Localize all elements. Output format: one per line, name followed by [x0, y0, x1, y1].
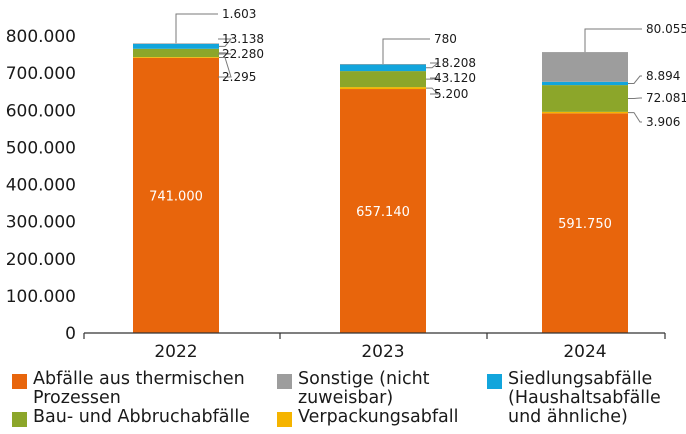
legend-label-other: Sonstige (nicht zuweisbar) [298, 369, 430, 408]
legend-swatch-thermal [12, 374, 27, 389]
bar-segment-2022-1 [133, 57, 219, 58]
y-tick-label: 400.000 [6, 176, 76, 196]
callout-label: 2.295 [222, 70, 256, 84]
bar-segment-2022-4 [133, 43, 219, 44]
legend-item-construction: Bau- und Abbruchabfälle [12, 408, 250, 427]
bar-value-label: 741.000 [149, 189, 203, 204]
bar-segment-2023-4 [340, 64, 426, 65]
bar-segment-2024-2 [542, 85, 628, 112]
legend-item-other: Sonstige (nicht zuweisbar) [277, 370, 430, 408]
y-tick-label: 100.000 [6, 287, 76, 307]
callout-leader [426, 77, 439, 80]
callout-label: 3.906 [646, 115, 680, 129]
legend-item-thermal: Abfälle aus thermischen Prozessen [12, 370, 245, 408]
legend-label-thermal: Abfälle aus thermischen Prozessen [33, 369, 245, 408]
y-tick-label: 200.000 [6, 250, 76, 270]
legend-swatch-municipal [487, 374, 502, 389]
bar-segment-2024-4 [542, 52, 628, 82]
callout-leader [218, 38, 233, 47]
callout-label: 5.200 [434, 87, 468, 101]
callout-label: 22.280 [222, 47, 264, 61]
bar-value-label: 591.750 [558, 217, 612, 232]
callout-label: 18.208 [434, 56, 476, 70]
callout-leader [628, 75, 642, 84]
legend-label-construction: Bau- und Abbruchabfälle [33, 407, 250, 427]
callout-label: 8.894 [646, 69, 680, 83]
callout-leader [628, 112, 642, 123]
y-tick-label: 700.000 [6, 64, 76, 84]
bar-segment-2022-2 [133, 48, 219, 58]
x-tick-label: 2024 [563, 342, 606, 362]
callout-label: 72.081 [646, 91, 686, 105]
callout-label: 43.120 [434, 71, 476, 85]
callout-leader [175, 13, 218, 44]
y-tick-label: 800.000 [6, 27, 76, 47]
legend-item-municipal: Siedlungsabfälle (Haushaltsabfälle und ä… [487, 370, 661, 427]
bar-segment-2022-0 [133, 57, 219, 334]
legend-label-packaging: Verpackungsabfall [298, 407, 459, 427]
bar-segment-2022-3 [133, 43, 219, 49]
bar-segment-2023-0 [340, 89, 426, 333]
legend-item-packaging: Verpackungsabfall [277, 408, 458, 427]
callout-leader [218, 52, 232, 55]
legend-swatch-packaging [277, 412, 292, 427]
callout-leader [584, 28, 642, 53]
bar-segment-2024-0 [542, 113, 628, 334]
y-tick-label: 0 [65, 324, 76, 344]
x-tick-label: 2023 [361, 342, 404, 362]
x-tick-label: 2022 [154, 342, 197, 362]
y-tick-label: 300.000 [6, 213, 76, 233]
legend-swatch-other [277, 374, 292, 389]
bar-value-label: 657.140 [356, 205, 410, 220]
callout-leader [426, 62, 440, 69]
callout-leader [426, 87, 440, 95]
bar-segment-2023-3 [340, 64, 426, 72]
callout-label: 80.055 [646, 22, 686, 36]
bar-segment-2023-1 [340, 87, 426, 90]
callout-label: 13.138 [222, 32, 264, 46]
bar-segment-2024-1 [542, 111, 628, 114]
callout-label: 780 [434, 32, 457, 46]
y-tick-label: 500.000 [6, 138, 76, 158]
y-tick-label: 600.000 [6, 101, 76, 121]
legend-label-municipal: Siedlungsabfälle (Haushaltsabfälle und ä… [508, 369, 661, 427]
bar-segment-2024-3 [542, 81, 628, 86]
callout-leader [218, 56, 232, 78]
callout-label: 1.603 [222, 7, 256, 21]
bar-segment-2023-2 [340, 71, 426, 88]
legend-swatch-construction [12, 412, 27, 427]
callout-leader [382, 38, 430, 65]
